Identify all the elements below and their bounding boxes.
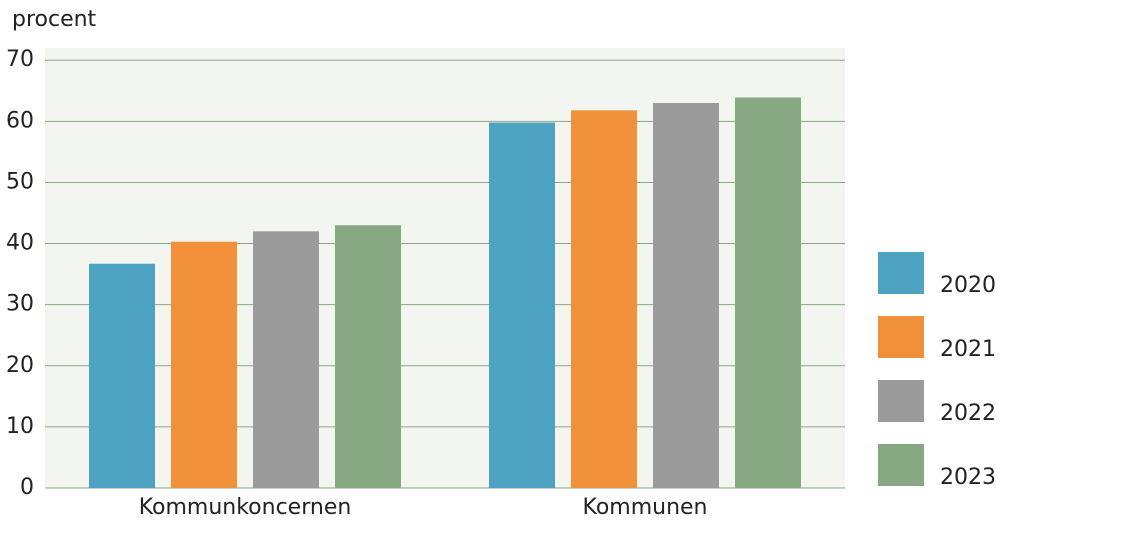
y-tick-label: 60: [6, 108, 34, 133]
legend-swatch: [878, 380, 924, 422]
legend-label: 2022: [940, 401, 996, 426]
bar: [253, 231, 319, 489]
y-tick-label: 50: [6, 169, 34, 194]
legend-label: 2020: [940, 273, 996, 298]
legend-swatch: [878, 252, 924, 294]
y-tick-label: 10: [6, 414, 34, 439]
x-tick-label: Kommunkoncernen: [139, 495, 352, 520]
y-axis-label: procent: [12, 7, 97, 32]
y-tick-label: 20: [6, 353, 34, 378]
legend-swatch: [878, 444, 924, 486]
bar: [171, 241, 237, 488]
y-tick-label: 40: [6, 231, 34, 256]
x-tick-label: Kommunen: [582, 495, 707, 520]
bar: [735, 97, 801, 488]
legend-label: 2023: [940, 465, 996, 490]
y-tick-label: 70: [6, 47, 34, 72]
legend-swatch: [878, 316, 924, 358]
y-tick-label: 30: [6, 292, 34, 317]
bar: [89, 263, 155, 488]
plot-area: [45, 48, 845, 488]
bar: [489, 122, 555, 489]
bar: [653, 103, 719, 488]
bar: [571, 110, 637, 488]
legend-label: 2021: [940, 337, 996, 362]
bar: [335, 225, 401, 488]
y-tick-label: 0: [20, 475, 34, 500]
